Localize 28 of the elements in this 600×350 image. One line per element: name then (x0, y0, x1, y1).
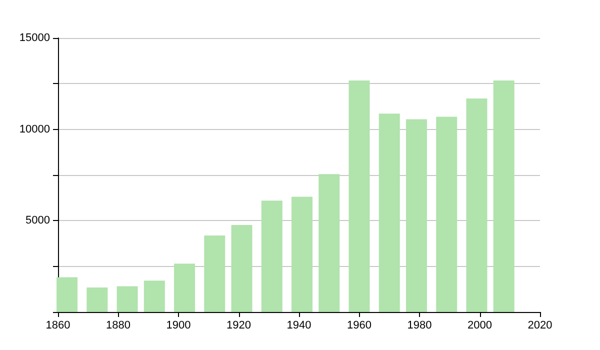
bar (261, 200, 282, 312)
bar (144, 280, 165, 312)
bar (318, 174, 340, 312)
x-tick-label: 1960 (347, 320, 372, 332)
bar (292, 196, 313, 312)
bar (493, 80, 514, 312)
bar (348, 80, 370, 312)
x-tick-label: 1980 (407, 320, 432, 332)
bar (378, 114, 400, 312)
bar (466, 98, 488, 312)
bar (204, 235, 226, 312)
x-tick-label: 1860 (46, 320, 70, 332)
x-tick-label: 1940 (286, 320, 312, 332)
bar (406, 119, 427, 312)
x-tick-label: 1880 (106, 320, 130, 332)
bar (56, 277, 78, 312)
bar (86, 288, 108, 312)
bar (231, 225, 252, 312)
y-tick-label: 5000 (26, 214, 50, 227)
bar (174, 264, 196, 312)
x-tick-label: 2020 (528, 320, 552, 332)
bar (436, 116, 458, 312)
y-tick-label: 10000 (19, 123, 50, 136)
bar (116, 286, 138, 312)
y-tick-label: 15000 (19, 32, 50, 44)
x-tick-label: 1920 (226, 320, 251, 332)
x-tick-label: 1900 (166, 320, 191, 332)
x-tick-label: 2000 (468, 320, 492, 332)
